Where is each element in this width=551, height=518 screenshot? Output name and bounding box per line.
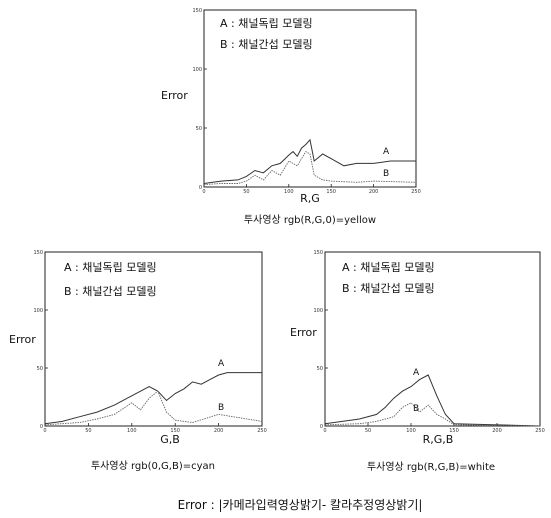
y-tick-label: 50 bbox=[196, 126, 202, 132]
x-tick-label: 200 bbox=[369, 189, 379, 195]
series-line-A bbox=[44, 372, 262, 425]
plot-frame bbox=[44, 251, 263, 427]
y-axis-label: Error bbox=[161, 89, 188, 102]
x-tick-label: 250 bbox=[257, 428, 267, 434]
y-tick-label: 0 bbox=[199, 185, 202, 191]
y-tick-label: 150 bbox=[313, 250, 323, 256]
chart-caption: 투사영상 rgb(R,G,B)=white bbox=[367, 461, 495, 473]
legend-entry: A : 채널독립 모델링 bbox=[64, 261, 157, 274]
chart-panel-3: 0 50 100 150 200 250 0 50 100 150 A B A : 채널독립 모델링 B … bbox=[290, 250, 545, 473]
x-tick-label: 0 bbox=[202, 189, 205, 195]
series-line-A bbox=[203, 138, 416, 184]
legend-entry: A : 채널독립 모델링 bbox=[342, 261, 435, 274]
x-tick-label: 50 bbox=[85, 428, 91, 434]
y-tick-label: 100 bbox=[313, 308, 323, 314]
x-tick-label: 100 bbox=[406, 428, 416, 434]
legend-entry: B : 채널간섭 모델링 bbox=[220, 38, 313, 51]
series-line-B bbox=[44, 390, 263, 426]
x-axis-label: R,G,B bbox=[423, 433, 454, 446]
chart-caption: 투사영상 rgb(R,G,0)=yellow bbox=[244, 214, 376, 226]
y-tick-label: 0 bbox=[40, 424, 43, 430]
x-tick-label: 100 bbox=[127, 428, 137, 434]
x-tick-label: 0 bbox=[43, 428, 46, 434]
series-label-B: B bbox=[383, 169, 389, 179]
series-line-B bbox=[203, 150, 417, 186]
x-tick-label: 100 bbox=[284, 189, 294, 195]
chart-caption: 투사영상 rgb(0,G,B)=cyan bbox=[91, 460, 215, 472]
legend-entry: A : 채널독립 모델링 bbox=[220, 17, 313, 30]
x-axis-label: R,G bbox=[300, 192, 320, 205]
chart-panel-2: 0 50 100 150 200 250 0 50 100 150 A B A : 채널독립 모델링 B … bbox=[9, 250, 267, 472]
x-tick-label: 250 bbox=[535, 428, 545, 434]
plot-frame bbox=[324, 251, 541, 427]
y-axis-label: Error bbox=[290, 326, 317, 339]
x-tick-label: 200 bbox=[214, 428, 224, 434]
series-line-A bbox=[324, 374, 541, 427]
legend-entry: B : 채널간섭 모델링 bbox=[64, 285, 157, 298]
y-tick-label: 100 bbox=[192, 67, 202, 73]
y-tick-label: 50 bbox=[317, 366, 323, 372]
x-tick-label: 200 bbox=[492, 428, 502, 434]
x-tick-label: 50 bbox=[365, 428, 371, 434]
plot-frame bbox=[203, 9, 417, 188]
series-label-A: A bbox=[383, 147, 390, 157]
chart-panel-1: 0 50 100 150 200 250 0 50 100 150 A B A : 채널독립 모델링 B … bbox=[161, 8, 421, 226]
y-tick-label: 150 bbox=[33, 250, 43, 256]
x-tick-label: 0 bbox=[323, 428, 326, 434]
series-line-B bbox=[324, 402, 541, 427]
x-tick-label: 150 bbox=[449, 428, 459, 434]
x-axis-label: G,B bbox=[160, 433, 180, 446]
y-tick-label: 0 bbox=[320, 424, 323, 430]
x-tick-label: 150 bbox=[326, 189, 336, 195]
legend-entry: B : 채널간섭 모델링 bbox=[342, 282, 435, 295]
y-axis-label: Error bbox=[9, 333, 36, 346]
y-tick-label: 100 bbox=[33, 308, 43, 314]
series-label-B: B bbox=[218, 403, 224, 413]
series-label-A: A bbox=[413, 368, 420, 378]
y-tick-label: 150 bbox=[192, 8, 202, 14]
series-label-A: A bbox=[218, 359, 225, 369]
series-label-B: B bbox=[413, 404, 419, 414]
x-tick-label: 50 bbox=[243, 189, 249, 195]
x-tick-label: 150 bbox=[170, 428, 180, 434]
x-tick-label: 250 bbox=[411, 189, 421, 195]
footer-formula: Error : |카메라입력영상밝기- 칼라추정영상밝기| bbox=[178, 498, 423, 512]
y-tick-label: 50 bbox=[37, 366, 43, 372]
